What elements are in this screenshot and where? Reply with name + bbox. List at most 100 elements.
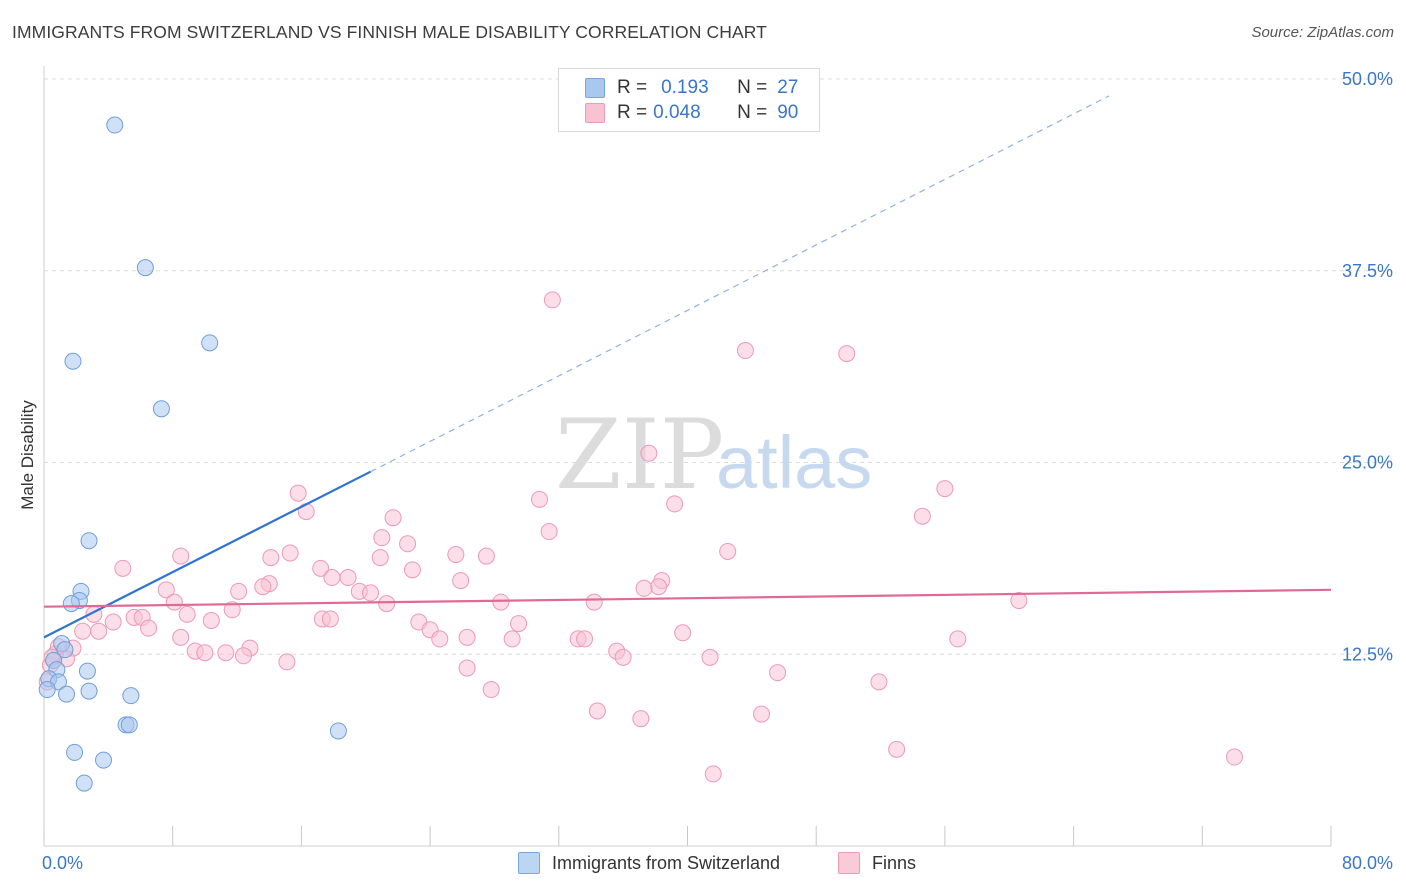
data-point bbox=[62, 595, 80, 613]
data-point bbox=[321, 610, 339, 628]
data-point bbox=[114, 559, 132, 577]
watermark: ZIP atlas bbox=[555, 399, 872, 511]
series-finns-points bbox=[38, 291, 1243, 783]
data-point bbox=[80, 682, 98, 700]
watermark-atlas: atlas bbox=[716, 421, 872, 504]
data-point bbox=[530, 490, 548, 508]
legend-item-finns[interactable]: Finns bbox=[838, 852, 916, 874]
data-point bbox=[312, 559, 330, 577]
data-point bbox=[329, 722, 347, 740]
data-point bbox=[635, 579, 653, 597]
data-point bbox=[452, 572, 470, 590]
legend-label: Finns bbox=[872, 852, 917, 873]
data-point bbox=[78, 662, 96, 680]
data-point bbox=[701, 648, 719, 666]
data-point bbox=[38, 681, 56, 699]
n-value: 27 bbox=[777, 77, 799, 98]
data-point bbox=[666, 495, 684, 513]
data-point bbox=[482, 681, 500, 699]
data-point bbox=[674, 624, 692, 642]
stats-legend: R = 0.193 N = 27 R = 0.048 N = 90 bbox=[558, 68, 820, 132]
n-value: 90 bbox=[777, 102, 799, 123]
data-point bbox=[64, 352, 82, 370]
data-point bbox=[753, 705, 771, 723]
data-point bbox=[632, 710, 650, 728]
data-point bbox=[492, 593, 510, 611]
y-tick-label: 12.5% bbox=[1342, 644, 1393, 664]
data-point bbox=[585, 593, 603, 611]
data-point bbox=[223, 601, 241, 619]
data-point bbox=[888, 740, 906, 758]
r-label: R = bbox=[617, 77, 648, 98]
data-point bbox=[178, 605, 196, 623]
data-point bbox=[254, 578, 272, 596]
axes bbox=[43, 66, 1332, 847]
data-point bbox=[704, 765, 722, 783]
stats-legend-row-switzerland: R = 0.193 N = 27 bbox=[585, 76, 798, 100]
data-point bbox=[120, 716, 138, 734]
data-point bbox=[503, 630, 521, 648]
legend-swatch-finns bbox=[838, 852, 860, 874]
data-point bbox=[262, 549, 280, 567]
data-point bbox=[323, 569, 341, 587]
data-point bbox=[1010, 592, 1028, 610]
data-point bbox=[202, 612, 220, 630]
legend-swatch-switzerland bbox=[518, 852, 540, 874]
gridlines bbox=[44, 78, 1394, 655]
n-label: N = bbox=[737, 77, 768, 98]
series-legend: Immigrants from Switzerland Finns bbox=[0, 852, 1406, 878]
chart-title: IMMIGRANTS FROM SWITZERLAND VS FINNISH M… bbox=[12, 22, 767, 42]
data-point bbox=[165, 593, 183, 611]
data-point bbox=[289, 484, 307, 502]
data-point bbox=[106, 116, 124, 134]
data-point bbox=[576, 630, 594, 648]
data-point bbox=[640, 444, 658, 462]
data-point bbox=[152, 400, 170, 418]
data-point bbox=[66, 743, 84, 761]
data-point bbox=[540, 523, 558, 541]
x-tick-label: 0.0% bbox=[42, 853, 83, 873]
data-point bbox=[838, 345, 856, 363]
data-point bbox=[870, 673, 888, 691]
source-credit: Source: ZipAtlas.com bbox=[1251, 24, 1394, 41]
data-point bbox=[1225, 748, 1243, 766]
data-point bbox=[458, 628, 476, 646]
data-point bbox=[56, 641, 74, 659]
data-point bbox=[614, 648, 632, 666]
data-point bbox=[140, 619, 158, 637]
legend-label: Immigrants from Switzerland bbox=[552, 852, 781, 873]
data-point bbox=[278, 653, 296, 671]
series-switzerland-points bbox=[38, 116, 347, 792]
data-point bbox=[371, 549, 389, 567]
x-tick-label: 80.0% bbox=[1342, 853, 1393, 873]
data-point bbox=[378, 595, 396, 613]
data-point bbox=[543, 291, 561, 309]
r-value: 0.193 bbox=[661, 77, 709, 98]
trend-line bbox=[43, 470, 372, 639]
stats-legend-row-finns: R = 0.048 N = 90 bbox=[585, 101, 798, 125]
y-tick-label: 25.0% bbox=[1342, 453, 1393, 473]
legend-swatch-switzerland bbox=[585, 78, 605, 98]
y-axis-label: Male Disability bbox=[18, 400, 37, 510]
data-point bbox=[384, 509, 402, 527]
data-point bbox=[650, 578, 668, 596]
data-point bbox=[719, 542, 737, 560]
y-tick-label: 37.5% bbox=[1342, 261, 1393, 281]
data-point bbox=[399, 535, 417, 553]
data-point bbox=[122, 687, 140, 705]
data-point bbox=[510, 615, 528, 633]
tick-labels: 12.5% 25.0% 37.5% 50.0% 0.0% 80.0% bbox=[42, 69, 1393, 873]
data-point bbox=[95, 751, 113, 769]
data-point bbox=[234, 647, 252, 665]
legend-item-switzerland[interactable]: Immigrants from Switzerland bbox=[518, 852, 780, 874]
data-point bbox=[172, 547, 190, 565]
data-point bbox=[217, 644, 235, 662]
data-point bbox=[736, 342, 754, 360]
data-point bbox=[949, 630, 967, 648]
r-value: 0.048 bbox=[653, 102, 701, 123]
data-point bbox=[75, 774, 93, 792]
data-point bbox=[403, 561, 421, 579]
data-point bbox=[431, 630, 449, 648]
data-point bbox=[58, 685, 76, 703]
